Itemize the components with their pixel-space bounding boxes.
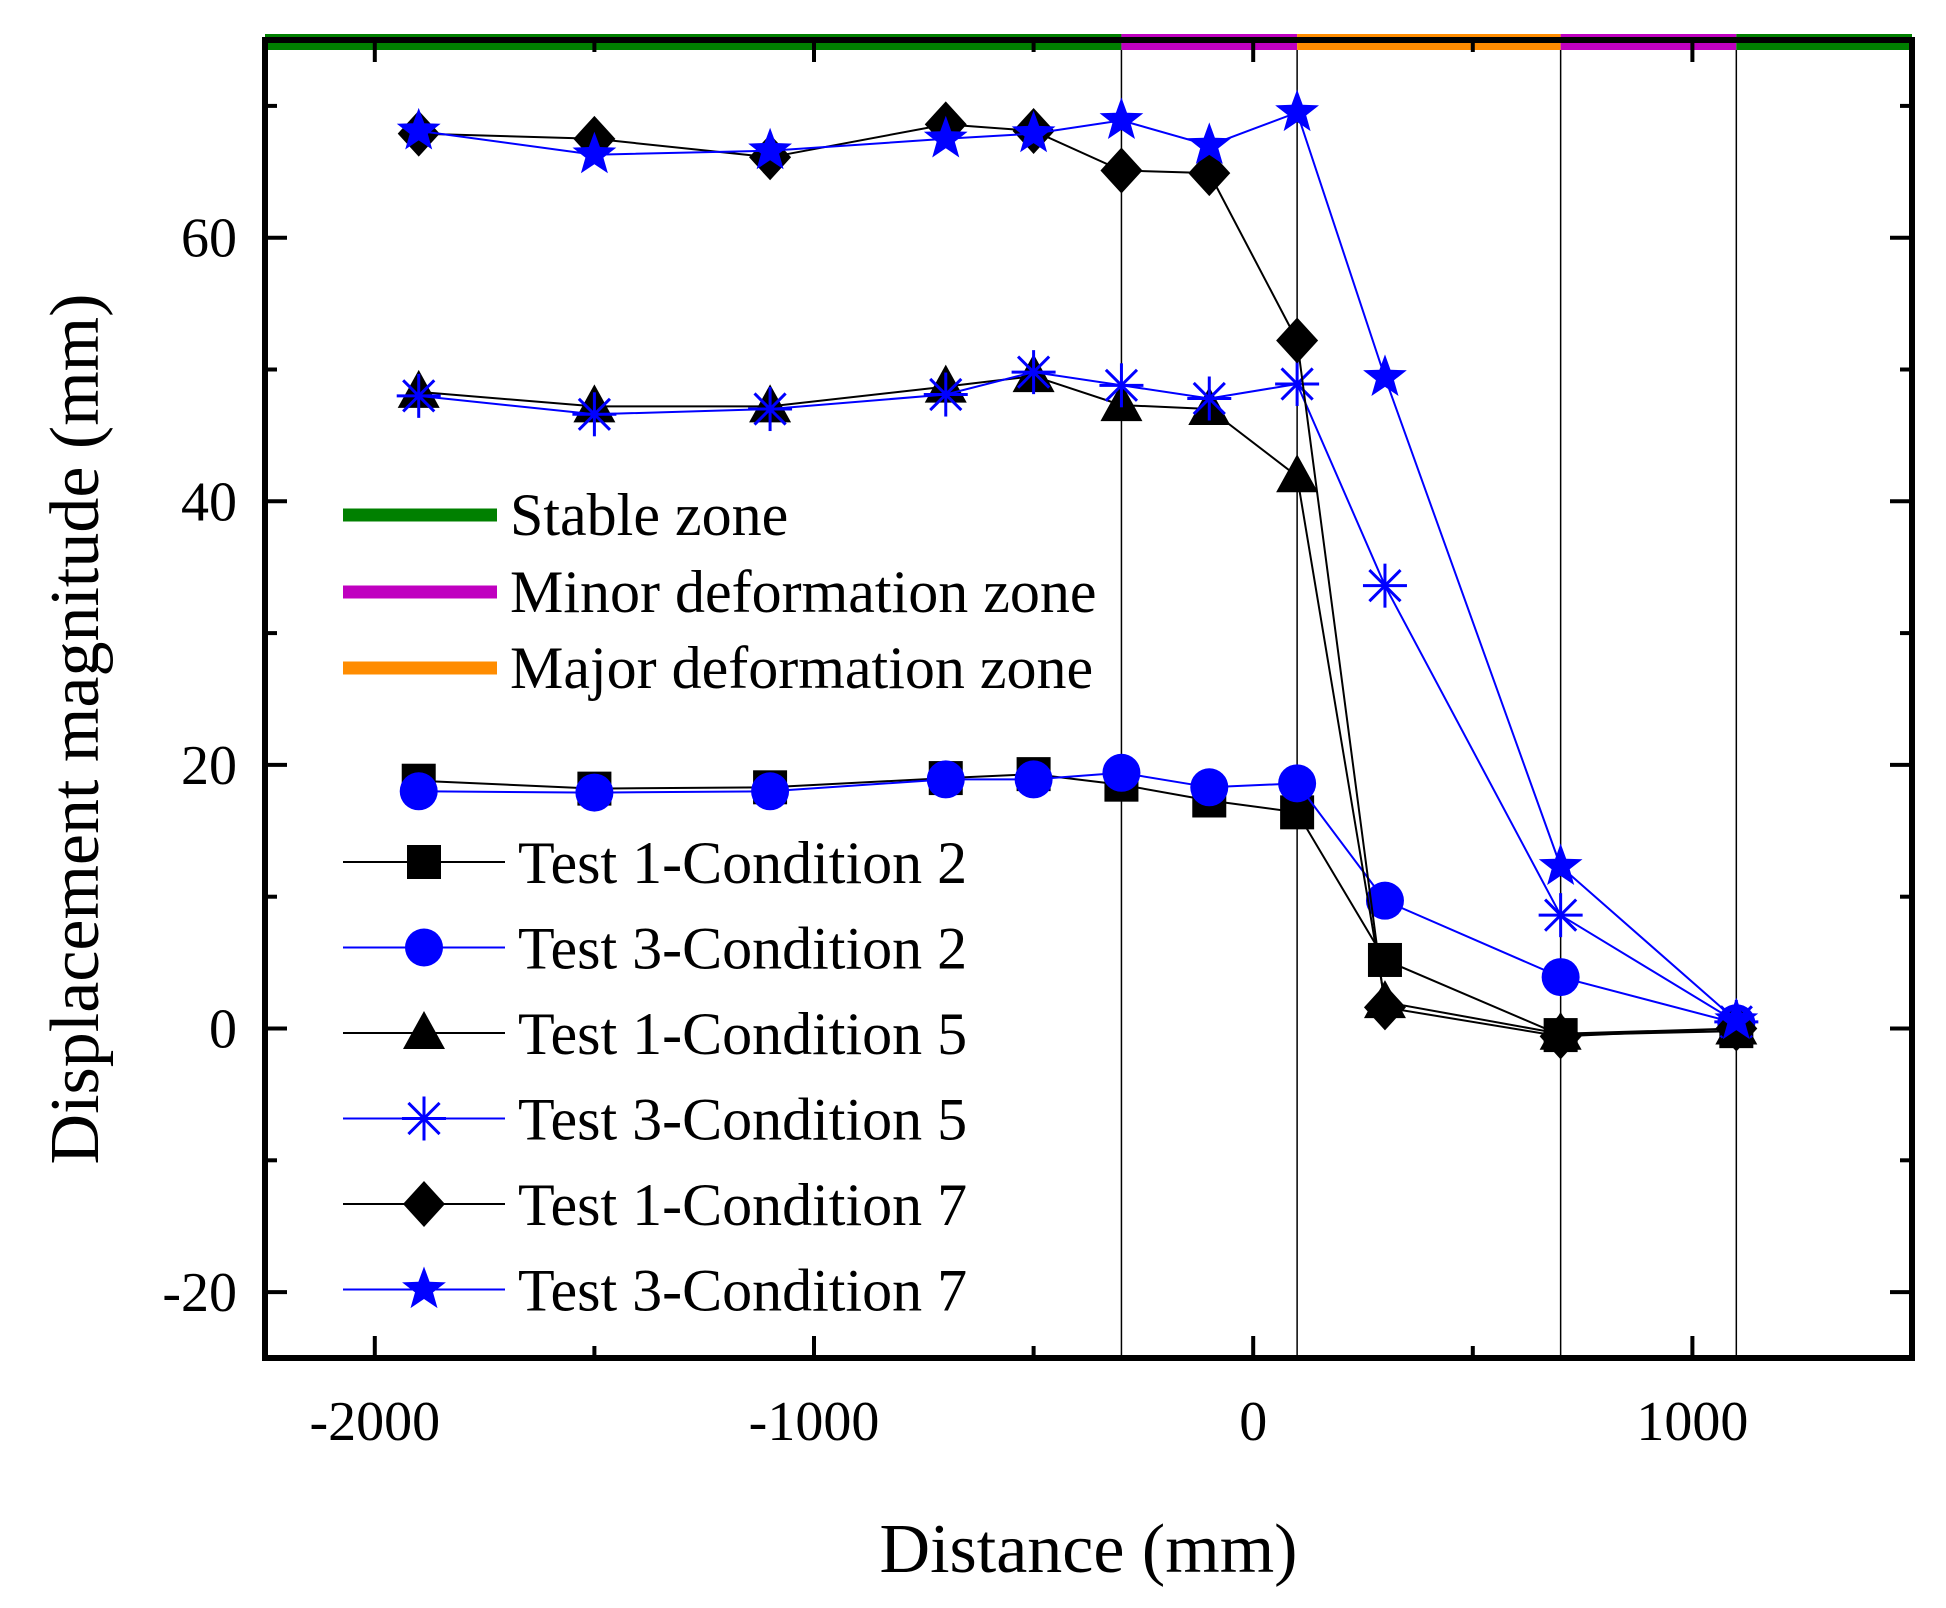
legend-marker-test-1-condition-7	[403, 1181, 445, 1227]
asterisk-stroke	[1192, 381, 1226, 416]
x-tick-label: -1000	[749, 1391, 880, 1453]
asterisk-stroke	[753, 392, 787, 426]
legend-entry-test-1-condition-5: Test 1-Condition 5	[343, 1001, 967, 1067]
x-tick-label: 1000	[1636, 1391, 1748, 1453]
x-tick-label: -2000	[309, 1391, 440, 1453]
data-point-test-1-condition-2-8	[1367, 942, 1402, 977]
data-point-test-3-condition-7-1	[572, 131, 617, 174]
asterisk-stroke	[1368, 569, 1402, 603]
legend-label-test-1-condition-5: Test 1-Condition 5	[518, 1001, 967, 1067]
zone-legend: Stable zone Minor deformation zone Major d…	[343, 482, 1097, 701]
data-point-test-3-condition-2-9	[1541, 958, 1580, 997]
data-point-test-3-condition-7-8	[1363, 354, 1407, 396]
series-line-test-1-condition-2	[418, 773, 1737, 1037]
data-point-test-3-condition-2-2	[751, 772, 790, 811]
data-point-test-3-condition-5-3	[923, 372, 968, 417]
asterisk-stroke	[1016, 355, 1051, 389]
legend-marker-test-3-condition-5	[402, 1096, 446, 1141]
data-point-test-3-condition-2-6	[1190, 768, 1229, 807]
series-test-3-condition-7	[396, 89, 1759, 1040]
y-tick-label: 40	[181, 471, 237, 533]
data-point-test-3-condition-2-4	[1014, 760, 1053, 799]
data-point-test-3-condition-5-0	[396, 373, 441, 418]
data-point-test-3-condition-7-6	[1187, 122, 1232, 164]
data-point-test-3-condition-7-10	[1714, 997, 1759, 1040]
zone-legend-label-stable-zone: Stable zone	[510, 482, 788, 548]
data-point-test-3-condition-7-9	[1538, 843, 1583, 885]
data-point-test-3-condition-2-3	[926, 760, 965, 799]
data-point-test-3-condition-5-1	[572, 392, 617, 437]
legend-label-test-3-condition-5: Test 3-Condition 5	[518, 1087, 967, 1153]
legend-label-test-3-condition-2: Test 3-Condition 2	[518, 916, 967, 982]
data-point-test-3-condition-2-8	[1365, 881, 1404, 920]
zone-legend-label-major-deformation-zone: Major deformation zone	[510, 635, 1093, 701]
data-point-test-1-condition-5-7	[1276, 454, 1319, 493]
legend-entry-test-1-condition-2: Test 1-Condition 2	[343, 830, 967, 896]
y-tick-label: -20	[162, 1262, 237, 1324]
x-tick-label: 0	[1239, 1391, 1267, 1453]
data-point-test-3-condition-2-0	[399, 772, 438, 811]
y-tick-label: 60	[181, 208, 237, 270]
legend-entry-test-1-condition-7: Test 1-Condition 7	[343, 1172, 967, 1238]
data-point-test-3-condition-5-2	[748, 387, 793, 432]
legend-marker-test-1-condition-5	[403, 1011, 445, 1049]
y-tick-label: 20	[181, 735, 237, 797]
legend-marker-test-3-condition-7	[402, 1266, 446, 1309]
data-point-test-3-condition-5-7	[1275, 361, 1320, 406]
plot-frame	[262, 37, 1915, 1361]
data-point-test-3-condition-7-3	[923, 115, 968, 158]
asterisk-stroke	[1104, 368, 1139, 402]
y-tick-label: 0	[209, 999, 237, 1061]
data-point-test-1-condition-7-6	[1188, 150, 1231, 197]
legend-entry-test-3-condition-5: Test 3-Condition 5	[343, 1087, 967, 1153]
zone-legend-label-minor-deformation-zone: Minor deformation zone	[510, 559, 1097, 625]
data-point-test-3-condition-2-1	[575, 773, 614, 812]
data-point-test-3-condition-5-5	[1099, 363, 1144, 408]
series-line-test-3-condition-2	[418, 771, 1737, 1025]
series-layer	[396, 89, 1759, 1060]
data-point-test-3-condition-2-5	[1102, 753, 1141, 792]
data-point-test-3-condition-5-8	[1362, 563, 1407, 608]
legend-marker-test-1-condition-2	[407, 845, 441, 879]
y-axis-title: Displacement magnitude (mm)	[37, 294, 114, 1165]
data-point-test-3-condition-5-6	[1187, 376, 1232, 421]
asterisk-stroke	[1280, 367, 1314, 401]
data-point-test-1-condition-7-7	[1276, 317, 1319, 364]
asterisk-stroke	[407, 1101, 441, 1136]
legend-entry-test-3-condition-2: Test 3-Condition 2	[343, 916, 967, 982]
asterisk-stroke	[402, 379, 436, 413]
data-point-test-3-condition-5-9	[1538, 893, 1583, 938]
data-point-test-3-condition-2-7	[1278, 764, 1317, 803]
legend-label-test-1-condition-7: Test 1-Condition 7	[518, 1172, 967, 1238]
tick-labels: -2000 -1000 0 1000 -20 0 20 40 60	[162, 208, 1748, 1453]
x-axis-title: Distance (mm)	[880, 1511, 1298, 1588]
data-point-test-1-condition-7-5	[1100, 147, 1143, 194]
data-point-test-3-condition-7-5	[1099, 97, 1144, 139]
data-point-test-3-condition-7-2	[748, 127, 792, 170]
asterisk-stroke	[577, 397, 612, 431]
series-test-3-condition-5	[396, 350, 1759, 1044]
data-point-test-1-condition-7-9	[1539, 1013, 1582, 1060]
data-point-test-3-condition-7-4	[1011, 110, 1056, 153]
legend-entry-test-3-condition-7: Test 3-Condition 7	[343, 1258, 967, 1324]
legend-label-test-1-condition-2: Test 1-Condition 2	[518, 830, 967, 896]
zone-boundary-lines	[1120, 50, 1738, 1358]
data-point-test-3-condition-5-4	[1011, 350, 1056, 395]
asterisk-stroke	[1544, 898, 1578, 932]
legend-label-test-3-condition-7: Test 3-Condition 7	[518, 1258, 967, 1324]
data-point-test-1-condition-7-8	[1363, 984, 1406, 1031]
data-point-test-3-condition-7-7	[1275, 89, 1319, 132]
asterisk-stroke	[929, 377, 963, 412]
series-legend: Test 1-Condition 2 Test 3-Condition 2 Test…	[343, 830, 967, 1324]
legend-marker-test-3-condition-2	[405, 928, 443, 967]
data-point-test-3-condition-7-0	[396, 107, 441, 150]
